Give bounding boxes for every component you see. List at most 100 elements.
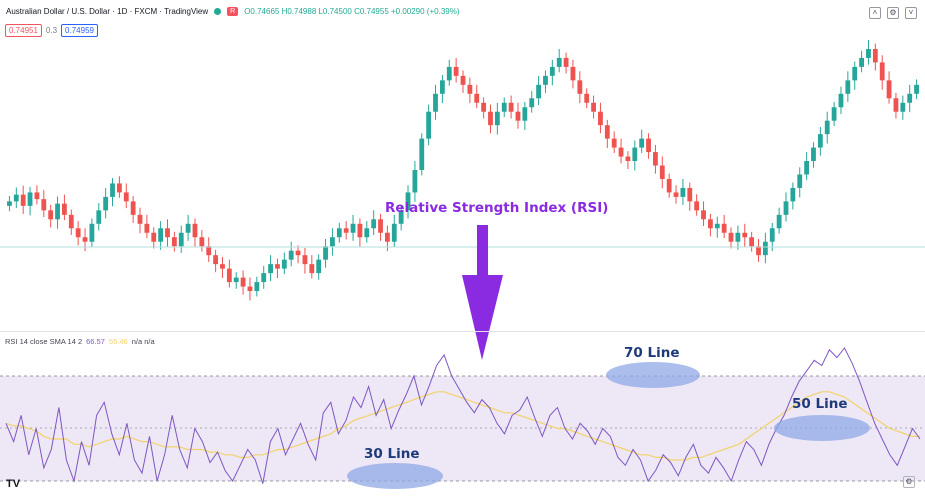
- chevron-down-icon[interactable]: ˅: [905, 7, 917, 19]
- candle: [886, 80, 892, 99]
- spread-value: 0.3: [45, 26, 58, 35]
- candle: [103, 196, 109, 211]
- ohlc-values: O0.74665 H0.74988 L0.74500 C0.74955 +0.0…: [244, 7, 460, 16]
- candle: [378, 219, 383, 233]
- candle: [41, 199, 47, 211]
- candle: [659, 165, 665, 179]
- candle: [110, 183, 115, 197]
- candle: [412, 170, 418, 193]
- candle: [914, 84, 919, 94]
- candle: [474, 93, 480, 103]
- candle: [371, 219, 377, 229]
- line50-label: 50 Line: [792, 396, 848, 412]
- candle: [48, 210, 54, 220]
- candle: [769, 228, 775, 242]
- rsi-label[interactable]: RSI 14 close SMA 14 2: [5, 337, 83, 346]
- candle: [721, 223, 727, 233]
- candle: [742, 232, 748, 238]
- candle: [707, 219, 713, 229]
- pane-divider[interactable]: [0, 331, 925, 332]
- rsi-sma-line: [5, 391, 920, 461]
- candle: [515, 111, 521, 121]
- candle: [323, 246, 328, 260]
- rsi-sma-value: 55.46: [108, 337, 128, 346]
- candle: [879, 62, 885, 81]
- candle: [859, 57, 864, 67]
- candle: [220, 264, 225, 269]
- candle: [680, 187, 686, 197]
- candle: [570, 66, 576, 81]
- symbol-legend: Australian Dollar / U.S. Dollar · 1D · F…: [6, 7, 460, 16]
- candle: [687, 187, 693, 202]
- line70-label: 70 Line: [624, 345, 680, 361]
- candle: [632, 147, 638, 162]
- candle: [330, 237, 335, 247]
- candle: [831, 107, 837, 121]
- candle: [295, 250, 301, 256]
- candle: [893, 98, 899, 112]
- line30-label: 30 Line: [364, 446, 420, 462]
- candle: [247, 286, 253, 292]
- candle: [872, 48, 878, 63]
- candle: [281, 259, 287, 269]
- candle: [824, 120, 830, 135]
- candle: [178, 232, 184, 247]
- rsi-value: 66.57: [86, 337, 105, 346]
- candle: [55, 203, 60, 220]
- candle: [584, 93, 590, 103]
- candle: [508, 102, 514, 112]
- candle: [254, 282, 260, 292]
- candle: [804, 161, 810, 175]
- candle: [233, 277, 239, 283]
- candle: [158, 228, 164, 242]
- candle: [790, 187, 796, 202]
- candle: [350, 223, 356, 233]
- candle: [398, 210, 404, 224]
- symbol-title[interactable]: Australian Dollar / U.S. Dollar · 1D · F…: [6, 7, 209, 16]
- candle: [604, 125, 610, 139]
- candle: [714, 223, 720, 229]
- market-status-badge: R: [227, 7, 239, 16]
- candle: [13, 194, 19, 202]
- tradingview-logo[interactable]: TV: [6, 478, 21, 490]
- pane-toolbar: ˄ ⚙ ˅: [869, 7, 917, 19]
- candle: [151, 232, 157, 242]
- buy-button[interactable]: 0.74959: [61, 24, 98, 37]
- candle: [130, 201, 136, 215]
- candle: [165, 228, 170, 238]
- chevron-up-icon[interactable]: ˄: [869, 7, 881, 19]
- candle: [749, 237, 755, 247]
- candle: [563, 57, 569, 67]
- candle: [439, 80, 445, 94]
- candle: [522, 107, 528, 121]
- trade-buttons: 0.74951 0.3 0.74959: [5, 24, 98, 37]
- candle: [549, 66, 555, 76]
- candle: [817, 134, 823, 148]
- candle: [488, 111, 493, 126]
- annotation-arrow: [462, 225, 503, 360]
- candle: [419, 138, 425, 170]
- market-open-icon: [214, 8, 222, 15]
- candle: [261, 273, 267, 283]
- candle: [96, 210, 102, 224]
- sell-button[interactable]: 0.74951: [5, 24, 42, 37]
- candle: [556, 57, 562, 67]
- candle: [494, 111, 500, 126]
- candle: [453, 66, 459, 76]
- candle: [226, 268, 232, 283]
- candle: [34, 192, 40, 200]
- candle: [116, 183, 122, 193]
- candle: [845, 80, 851, 94]
- candle: [75, 228, 81, 238]
- candle: [240, 277, 246, 287]
- candle: [797, 174, 803, 188]
- candle: [907, 93, 913, 103]
- candle: [213, 255, 219, 265]
- rsi-line: [5, 347, 921, 484]
- gear-icon[interactable]: ⚙: [903, 476, 915, 488]
- candle: [27, 192, 33, 206]
- gear-icon[interactable]: ⚙: [887, 7, 899, 19]
- rsi-annotation-title: Relative Strength Index (RSI): [385, 200, 609, 216]
